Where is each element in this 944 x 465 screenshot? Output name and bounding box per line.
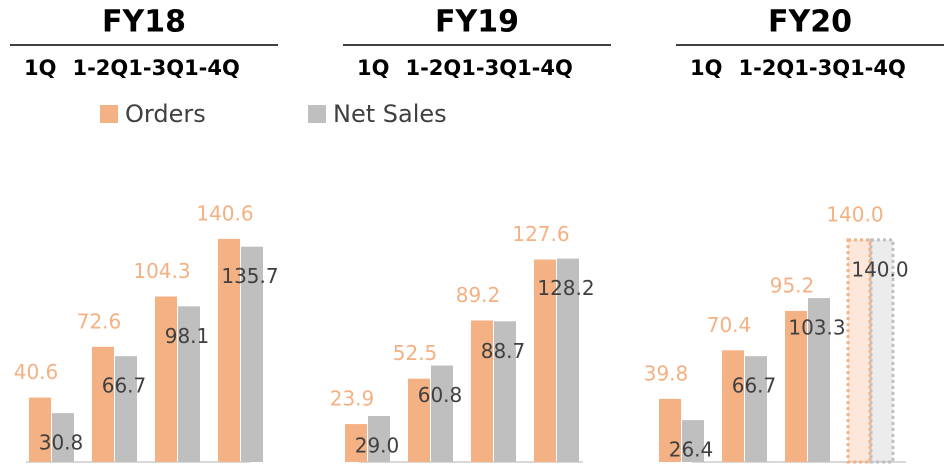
- bar: [534, 259, 556, 462]
- data-label: 66.7: [732, 374, 777, 398]
- bar: [345, 424, 367, 462]
- legend-swatch: [100, 105, 118, 123]
- data-label: 140.6: [196, 201, 253, 225]
- bar: [92, 346, 114, 462]
- bar: [557, 258, 579, 462]
- data-label: 135.7: [221, 264, 278, 288]
- bar: [218, 238, 240, 462]
- data-label: 72.6: [77, 309, 122, 333]
- category-label: 1-2Q: [405, 56, 461, 80]
- bar: [745, 356, 767, 462]
- category-label: 1-3Q: [128, 56, 184, 80]
- category-label: 1-2Q: [72, 56, 128, 80]
- group-title: FY18: [102, 5, 186, 40]
- category-label: 1-4Q: [517, 56, 573, 80]
- data-label: 140.0: [826, 202, 883, 226]
- bar: [722, 350, 744, 462]
- data-label: 95.2: [770, 273, 815, 297]
- data-label: 70.4: [707, 313, 752, 337]
- data-label: 104.3: [133, 259, 190, 283]
- legend-label: Orders: [125, 100, 206, 128]
- bar: [682, 420, 704, 462]
- group-title: FY19: [435, 5, 519, 40]
- data-label: 140.0: [851, 257, 908, 281]
- bar: [368, 415, 390, 462]
- bar: [241, 246, 263, 462]
- bar: [29, 397, 51, 462]
- legend-label: Net Sales: [333, 100, 447, 128]
- category-label: 1Q: [357, 56, 389, 80]
- category-label: 1-3Q: [461, 56, 517, 80]
- data-label: 30.8: [39, 431, 84, 455]
- data-label: 40.6: [14, 360, 59, 384]
- data-label: 26.4: [669, 438, 714, 462]
- bar: [494, 321, 516, 462]
- category-labels: 1Q 1-2Q1-3Q1-4Q: [357, 56, 573, 80]
- bar: [115, 356, 137, 462]
- bar: [659, 398, 681, 462]
- category-label: 1-3Q: [794, 56, 850, 80]
- data-label: 88.7: [481, 339, 526, 363]
- bar: [785, 310, 807, 462]
- category-labels: 1Q 1-2Q1-3Q1-4Q: [690, 56, 906, 80]
- data-label: 128.2: [537, 276, 594, 300]
- category-label: 1-2Q: [738, 56, 794, 80]
- category-label: 1Q: [24, 56, 56, 80]
- data-label: 127.6: [512, 222, 569, 246]
- forecast-bar: [846, 238, 872, 464]
- category-label: 1-4Q: [850, 56, 906, 80]
- data-label: 52.5: [393, 341, 438, 365]
- data-label: 103.3: [788, 316, 845, 340]
- bar: [471, 320, 493, 462]
- bar: [52, 413, 74, 462]
- data-label: 39.8: [644, 361, 689, 385]
- legend-swatch: [308, 105, 326, 123]
- category-label: 1Q: [690, 56, 722, 80]
- category-labels: 1Q 1-2Q1-3Q1-4Q: [24, 56, 240, 80]
- data-label: 66.7: [102, 374, 147, 398]
- bar: [155, 296, 177, 462]
- bar: [808, 298, 830, 462]
- bar: [431, 365, 453, 462]
- data-label: 89.2: [456, 283, 501, 307]
- bar: [178, 306, 200, 462]
- bar: [408, 378, 430, 462]
- data-label: 60.8: [418, 383, 463, 407]
- category-label: 1-4Q: [184, 56, 240, 80]
- data-label: 98.1: [165, 324, 210, 348]
- group-title: FY20: [768, 5, 852, 40]
- data-label: 23.9: [330, 387, 375, 411]
- forecast-bar: [869, 238, 895, 464]
- data-label: 29.0: [355, 433, 400, 457]
